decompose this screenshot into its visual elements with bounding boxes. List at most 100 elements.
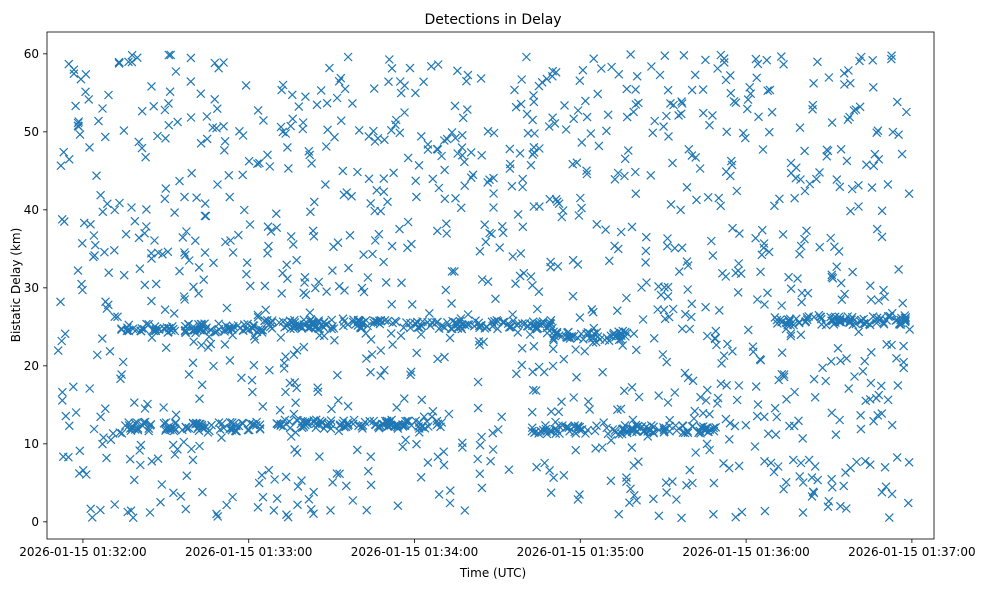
data-point: [546, 407, 556, 417]
data-point: [701, 396, 711, 405]
data-point: [328, 321, 337, 331]
data-point: [231, 421, 241, 431]
data-point: [852, 457, 862, 467]
data-point: [188, 418, 198, 428]
data-point: [90, 240, 100, 250]
data-point: [710, 334, 720, 344]
data-point: [379, 135, 389, 145]
data-point: [388, 340, 398, 350]
data-point: [453, 323, 463, 333]
data-point: [272, 419, 282, 429]
data-point: [137, 143, 147, 153]
data-point: [477, 150, 487, 160]
data-point: [269, 505, 279, 515]
data-point: [629, 425, 638, 435]
data-point: [891, 353, 901, 363]
data-point: [769, 201, 779, 211]
data-point: [529, 147, 539, 157]
data-point: [795, 471, 805, 481]
data-point: [821, 376, 831, 386]
data-point: [779, 372, 789, 382]
data-point: [81, 87, 90, 97]
data-point: [475, 340, 485, 350]
data-point: [559, 354, 569, 364]
data-point: [354, 421, 364, 431]
data-point: [677, 97, 687, 107]
data-point: [447, 298, 457, 308]
data-point: [127, 50, 137, 60]
data-point: [407, 299, 417, 309]
data-point: [512, 320, 521, 330]
data-point: [686, 312, 696, 322]
data-point: [861, 396, 871, 406]
data-point: [711, 422, 721, 432]
data-point: [212, 104, 222, 114]
data-point: [400, 81, 410, 91]
data-point: [144, 426, 154, 436]
data-point: [96, 412, 106, 422]
data-point: [823, 146, 833, 156]
data-point: [335, 421, 345, 431]
data-point: [459, 157, 469, 167]
data-point: [767, 107, 777, 117]
data-point: [475, 246, 485, 256]
data-point: [695, 164, 705, 173]
data-point: [577, 137, 587, 147]
data-point: [461, 76, 471, 86]
data-point: [622, 477, 631, 487]
data-point: [149, 326, 159, 336]
data-point: [877, 409, 887, 419]
data-point: [802, 312, 812, 322]
data-point: [676, 109, 686, 119]
data-point: [884, 513, 894, 523]
data-point: [531, 322, 541, 332]
data-point: [258, 401, 268, 411]
data-point: [553, 261, 563, 271]
data-point: [513, 209, 523, 219]
data-point: [894, 264, 904, 274]
data-point: [510, 85, 519, 95]
data-point: [170, 208, 180, 218]
data-point: [389, 168, 399, 178]
data-point: [61, 411, 71, 421]
data-point: [180, 250, 190, 260]
data-point: [548, 361, 558, 371]
data-point: [721, 75, 731, 85]
data-point: [756, 355, 766, 365]
data-point: [87, 512, 97, 522]
data-point: [84, 94, 94, 104]
data-point: [114, 59, 124, 68]
data-point: [481, 237, 491, 247]
data-point: [473, 377, 483, 387]
data-point: [835, 314, 845, 324]
data-point: [548, 344, 558, 354]
data-point: [100, 132, 110, 142]
data-point: [289, 409, 299, 419]
data-point: [861, 160, 871, 170]
data-point: [898, 298, 908, 308]
data-point: [462, 105, 472, 115]
data-point: [326, 424, 336, 434]
data-point: [868, 82, 878, 92]
data-point: [328, 477, 338, 487]
data-point: [751, 54, 761, 64]
data-point: [195, 419, 205, 429]
data-point: [292, 255, 302, 265]
data-point: [150, 236, 159, 245]
data-point: [544, 122, 554, 131]
data-point: [333, 238, 343, 248]
data-point: [130, 216, 140, 226]
data-point: [592, 421, 601, 431]
data-point: [679, 50, 689, 60]
data-point: [888, 127, 898, 137]
data-point: [317, 418, 327, 428]
y-tick-label: 30: [24, 281, 39, 295]
data-point: [97, 334, 107, 344]
data-point: [262, 318, 272, 328]
data-point: [238, 419, 248, 428]
data-point: [102, 453, 111, 463]
data-point: [387, 241, 397, 251]
data-point: [631, 100, 641, 109]
data-point: [457, 150, 467, 160]
